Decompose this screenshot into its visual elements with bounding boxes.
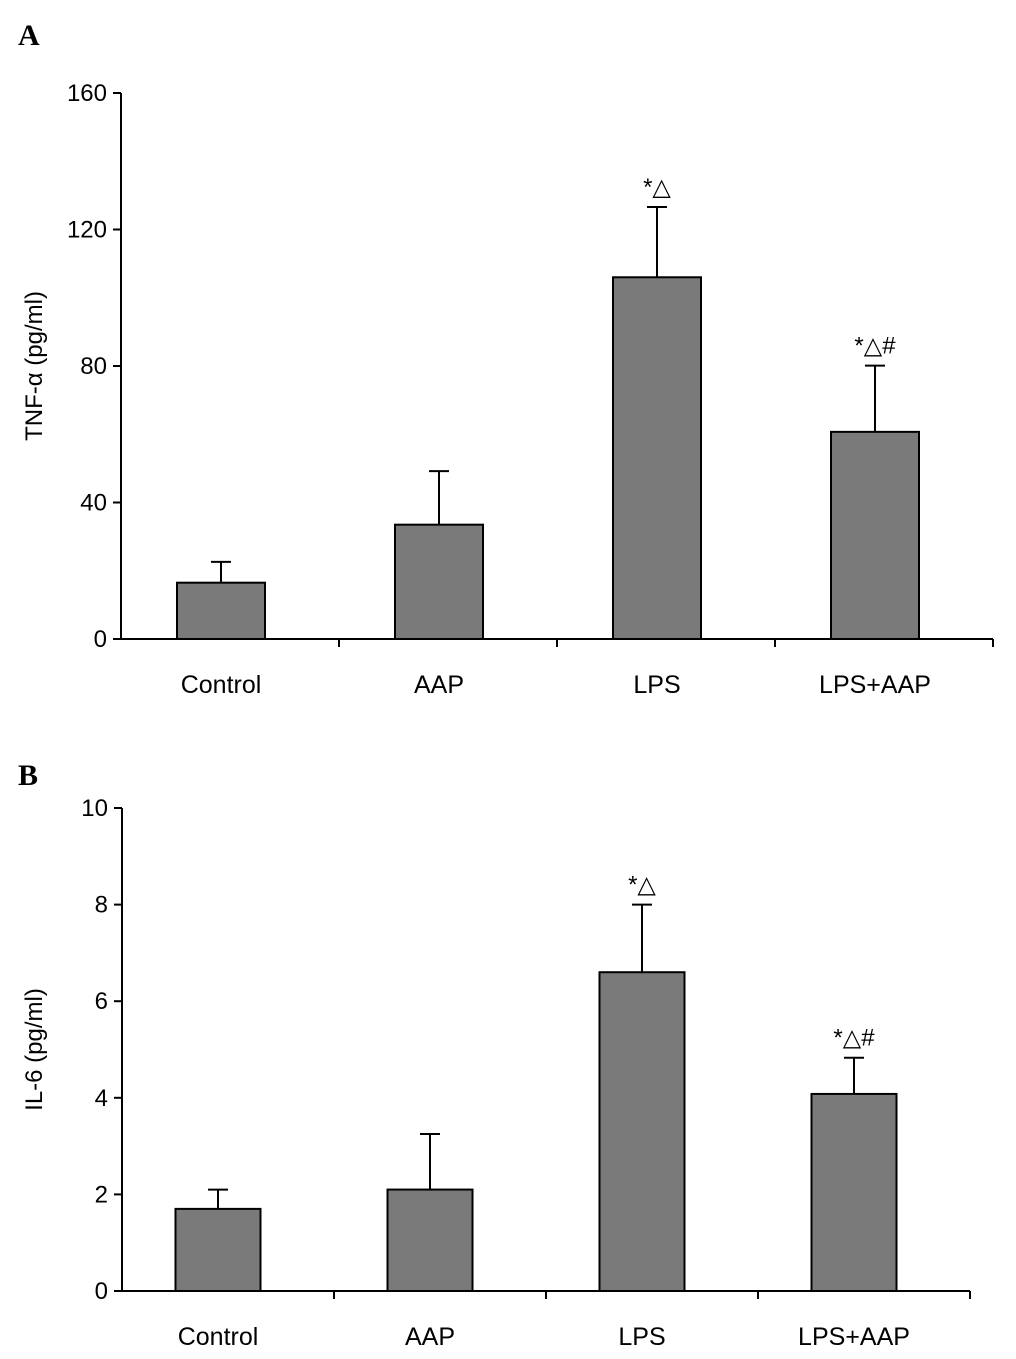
x-tick-label: Control: [181, 671, 262, 699]
significance-marker: *△: [643, 174, 671, 201]
x-tick-label: AAP: [405, 1323, 455, 1351]
x-tick-label: LPS+AAP: [819, 671, 931, 699]
significance-marker: *△#: [833, 1025, 875, 1052]
y-tick-label: 8: [95, 892, 108, 919]
bar-lps-aap: [810, 1092, 898, 1293]
panel-label-b: B: [18, 759, 38, 792]
x-tick-label: LPS: [633, 671, 680, 699]
y-tick-label: 0: [94, 626, 107, 653]
bar-aap: [386, 1188, 474, 1292]
bar-aap: [394, 523, 484, 641]
y-tick-label: 160: [67, 80, 107, 107]
significance-marker: *△#: [854, 333, 896, 360]
y-tick-label: 2: [95, 1181, 108, 1208]
x-tick-label: Control: [178, 1323, 259, 1351]
y-axis-label: IL-6 (pg/ml): [21, 988, 48, 1111]
y-tick-label: 0: [95, 1278, 108, 1305]
bar-control: [174, 1207, 262, 1293]
y-tick-label: 10: [81, 795, 108, 822]
bar-control: [176, 581, 266, 640]
y-tick-label: 6: [95, 988, 108, 1015]
x-tick-label: LPS: [618, 1323, 665, 1351]
panel-label-a: A: [18, 19, 40, 52]
y-tick-label: 120: [67, 217, 107, 244]
bar-lps: [598, 971, 686, 1292]
x-tick-label: AAP: [414, 671, 464, 699]
y-tick-label: 40: [80, 490, 107, 517]
chart-a-tnf-alpha: 0 40 80 120 160 Control AAP *△ LPS *△# LPS+AAP TNF-…: [21, 80, 994, 699]
bar-lps: [612, 276, 702, 640]
y-tick-label: 80: [80, 353, 107, 380]
significance-marker: *△: [628, 872, 656, 899]
y-axis-label: TNF-α (pg/ml): [21, 291, 48, 441]
x-tick-label: LPS+AAP: [798, 1323, 910, 1351]
chart-b-il6: 0 2 4 6 8 10 Control AAP *△ LPS *△# LPS+AAP IL-6 (pg…: [21, 795, 971, 1351]
bar-lps-aap: [830, 430, 920, 640]
y-tick-label: 4: [95, 1085, 108, 1112]
